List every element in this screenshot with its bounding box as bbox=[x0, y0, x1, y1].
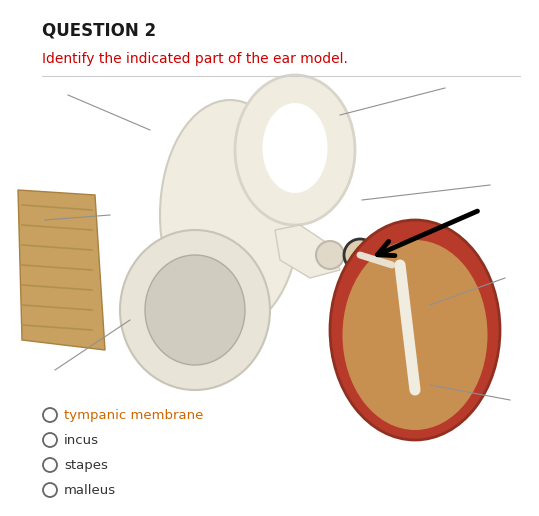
Ellipse shape bbox=[235, 75, 355, 225]
Ellipse shape bbox=[160, 100, 300, 330]
Text: incus: incus bbox=[64, 433, 99, 446]
Text: tympanic membrane: tympanic membrane bbox=[64, 409, 203, 422]
Ellipse shape bbox=[342, 240, 487, 430]
Ellipse shape bbox=[262, 103, 328, 193]
Ellipse shape bbox=[145, 255, 245, 365]
Text: malleus: malleus bbox=[64, 483, 116, 496]
Ellipse shape bbox=[330, 220, 500, 440]
Text: QUESTION 2: QUESTION 2 bbox=[42, 22, 156, 40]
Ellipse shape bbox=[120, 230, 270, 390]
Polygon shape bbox=[275, 225, 340, 278]
Ellipse shape bbox=[344, 239, 376, 271]
Text: stapes: stapes bbox=[64, 459, 108, 472]
Text: Identify the indicated part of the ear model.: Identify the indicated part of the ear m… bbox=[42, 52, 348, 66]
Polygon shape bbox=[18, 190, 105, 350]
Ellipse shape bbox=[316, 241, 344, 269]
